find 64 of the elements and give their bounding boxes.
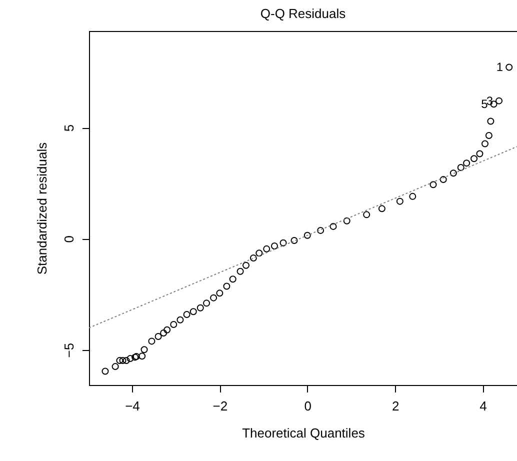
point <box>440 176 447 184</box>
point <box>496 97 503 104</box>
point <box>229 276 236 283</box>
point <box>457 164 464 172</box>
point <box>122 357 130 364</box>
point <box>170 321 178 328</box>
point <box>506 64 513 71</box>
point <box>409 192 416 200</box>
point <box>270 242 278 250</box>
y-tick-label: −5 <box>62 342 76 358</box>
point <box>378 205 386 212</box>
point <box>236 268 244 275</box>
point <box>216 290 224 297</box>
point <box>450 170 457 177</box>
point <box>112 363 119 370</box>
annotation: 3 <box>486 94 494 108</box>
point <box>210 294 218 302</box>
point <box>396 198 404 205</box>
point <box>190 308 197 316</box>
point <box>485 132 492 140</box>
x-tick-label: 2 <box>392 398 400 414</box>
x-axis-title: Theoretical Quantiles <box>242 426 366 440</box>
x-tick-label: −2 <box>212 398 228 414</box>
annotation: 1 <box>496 60 504 74</box>
point <box>164 326 171 334</box>
point <box>317 226 324 234</box>
y-tick-label: 5 <box>62 124 76 132</box>
y-axis-title: Standardized residuals <box>34 142 50 275</box>
x-tick-label: −4 <box>125 398 140 414</box>
point <box>487 118 494 125</box>
point <box>242 262 250 269</box>
point <box>290 236 298 244</box>
point <box>363 211 370 218</box>
point <box>102 368 109 375</box>
x-tick-label: 4 <box>480 398 487 414</box>
point <box>304 232 311 239</box>
y-tick-label: 0 <box>62 236 76 243</box>
point <box>330 222 337 230</box>
x-tick-label: 0 <box>304 398 312 414</box>
point <box>140 346 148 354</box>
chart-title: Q-Q Residuals <box>260 6 346 21</box>
point <box>138 352 146 360</box>
point <box>280 239 287 246</box>
point <box>148 338 156 345</box>
point <box>203 300 210 307</box>
point <box>343 217 350 224</box>
point <box>256 250 263 257</box>
point <box>160 329 168 336</box>
point <box>263 245 270 252</box>
point <box>470 155 478 162</box>
point <box>463 160 470 167</box>
point <box>119 357 126 364</box>
point <box>250 254 257 262</box>
point <box>430 181 437 188</box>
point <box>223 282 230 290</box>
point <box>183 311 190 318</box>
annotation: 5 <box>481 97 488 112</box>
point <box>176 316 184 324</box>
point <box>116 357 124 364</box>
point <box>476 150 484 158</box>
point <box>481 140 488 148</box>
point <box>126 355 134 362</box>
point <box>154 333 162 340</box>
point <box>196 304 204 312</box>
